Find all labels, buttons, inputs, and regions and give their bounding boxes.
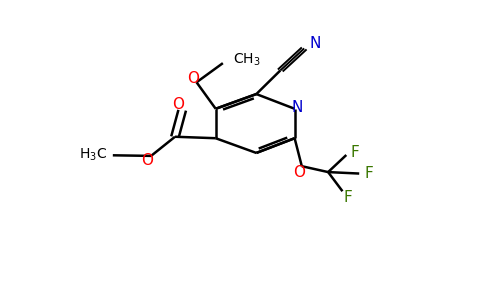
Text: CH$_3$: CH$_3$ [233, 51, 260, 68]
Text: F: F [344, 190, 352, 205]
Text: O: O [172, 97, 184, 112]
Text: N: N [291, 100, 302, 115]
Text: H$_3$C: H$_3$C [79, 147, 107, 164]
Text: F: F [350, 145, 359, 160]
Text: O: O [293, 165, 305, 180]
Text: O: O [187, 71, 199, 86]
Text: O: O [141, 153, 153, 168]
Text: F: F [364, 166, 373, 181]
Text: N: N [309, 37, 320, 52]
